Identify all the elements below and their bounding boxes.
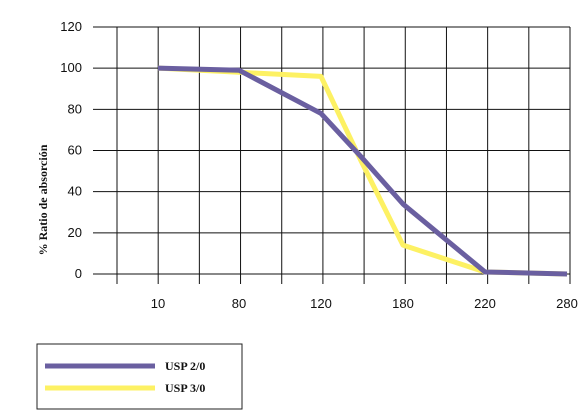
x-tick-labels: 10 80 120 180 220 280 xyxy=(151,296,578,311)
y-tick-labels: 0 20 40 60 80 100 120 xyxy=(60,19,82,281)
y-tick-label-4: 80 xyxy=(68,101,82,116)
x-tick-label-5: 220 xyxy=(474,296,496,311)
series-line-0 xyxy=(157,65,568,277)
y-tick-label-1: 20 xyxy=(68,225,82,240)
x-tick-label-4: 180 xyxy=(392,296,414,311)
y-axis-label: % Ratio de absorción xyxy=(36,144,50,255)
legend: USP 2/0 USP 3/0 xyxy=(36,343,243,410)
legend-label-0: USP 2/0 xyxy=(165,359,205,373)
y-tick-label-0: 0 xyxy=(75,266,82,281)
x-tick-label-6: 280 xyxy=(556,296,578,311)
grid xyxy=(93,26,571,274)
y-tick-label-6: 120 xyxy=(60,19,82,34)
x-tick-label-2: 120 xyxy=(310,296,332,311)
x-tick-label-0: 10 xyxy=(151,296,165,311)
legend-label-1: USP 3/0 xyxy=(165,381,205,395)
y-tick-label-2: 40 xyxy=(68,184,82,199)
y-tick-label-5: 100 xyxy=(60,60,82,75)
series-lines xyxy=(157,65,568,277)
legend-box xyxy=(36,343,243,410)
y-tick-label-3: 60 xyxy=(68,143,82,158)
series-line-1 xyxy=(157,65,568,277)
x-tick-label-1: 80 xyxy=(232,296,246,311)
axes xyxy=(93,273,571,284)
